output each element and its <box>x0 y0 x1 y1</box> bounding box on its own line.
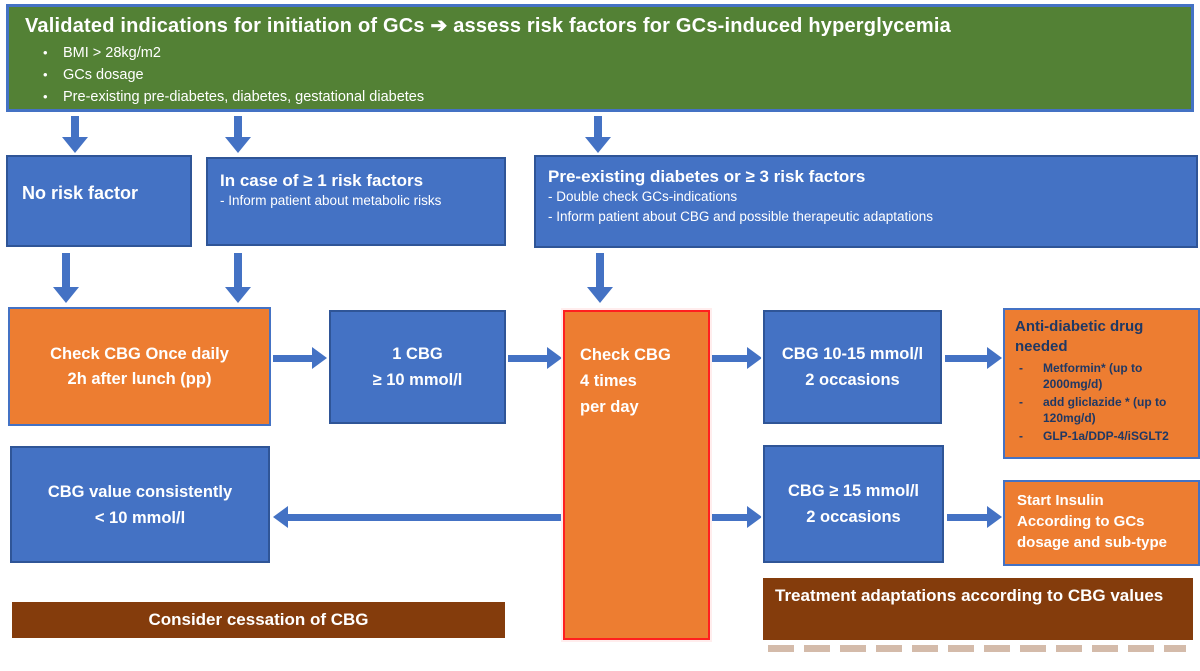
cbg-15-line-2: 2 occasions <box>806 508 901 526</box>
anti-diabetic-item-metformin: - Metformin* (up to 2000mg/d) <box>1015 360 1190 392</box>
one-cbg-line-1: 1 CBG <box>392 345 443 363</box>
right-arrow-icon <box>945 347 1002 369</box>
dash-marker: - <box>1019 395 1023 409</box>
start-insulin-box: Start Insulin According to GCs dosage an… <box>1003 480 1200 566</box>
check-4x-line-3: per day <box>580 398 639 416</box>
arrow-head <box>987 347 1002 369</box>
arrow-head <box>587 287 613 303</box>
check-cbg-once-daily-box: Check CBG Once daily 2h after lunch (pp) <box>8 307 271 426</box>
down-arrow-icon <box>585 116 611 153</box>
right-arrow-icon <box>712 506 762 528</box>
left-arrow-icon <box>273 506 561 528</box>
check-cbg-4-times-box: Check CBG 4 times per day <box>563 310 710 640</box>
arrow-head <box>747 347 762 369</box>
one-plus-risk-factors-box: In case of ≥ 1 risk factors - Inform pat… <box>206 157 506 246</box>
down-arrow-icon <box>225 116 251 153</box>
arrow-head <box>547 347 562 369</box>
arrow-head <box>53 287 79 303</box>
anti-diabetic-drug-box: Anti-diabetic drug needed - Metformin* (… <box>1003 308 1200 459</box>
anti-diabetic-item-text: Metformin* (up to 2000mg/d) <box>1043 361 1143 391</box>
cbg-consistent-line-1: CBG value consistently <box>47 482 233 501</box>
right-arrow-icon <box>508 347 562 369</box>
arrow-shaft <box>273 355 313 362</box>
anti-diabetic-item-text: GLP-1a/DDP-4/iSGLT2 <box>1043 429 1169 443</box>
clipped-text-remnant <box>768 645 1186 652</box>
anti-diabetic-item-gliclazide: - add gliclazide * (up to 120mg/d) <box>1015 394 1190 426</box>
start-insulin-line-2: According to GCs <box>1017 513 1145 530</box>
arrow-shaft <box>947 514 988 521</box>
cbg-15-box: CBG ≥ 15 mmol/l 2 occasions <box>763 445 944 563</box>
arrow-shaft <box>945 355 988 362</box>
arrow-head <box>225 137 251 153</box>
one-plus-line: - Inform patient about metabolic risks <box>220 193 442 208</box>
arrow-shaft <box>712 514 748 521</box>
arrow-shaft <box>287 514 561 521</box>
header-title: Validated indications for initiation of … <box>25 15 951 37</box>
risk-factor-bmi: BMI > 28kg/m2 <box>25 42 1175 64</box>
check-once-line-2: 2h after lunch (pp) <box>67 369 212 388</box>
treatment-adaptations-label: Treatment adaptations according to CBG v… <box>775 586 1164 605</box>
arrow-head <box>585 137 611 153</box>
one-plus-title: In case of ≥ 1 risk factors <box>220 171 424 190</box>
right-arrow-icon <box>947 506 1002 528</box>
validated-indications-header: Validated indications for initiation of … <box>6 4 1194 112</box>
check-once-line-1: Check CBG Once daily <box>50 344 229 363</box>
arrow-head <box>747 506 762 528</box>
dash-marker: - <box>1019 429 1023 443</box>
risk-factor-dosage: GCs dosage <box>25 64 1175 86</box>
down-arrow-icon <box>587 253 613 303</box>
start-insulin-line-1: Start Insulin <box>1017 492 1104 509</box>
preexisting-line-1: - Double check GCs-indications <box>548 189 738 204</box>
cbg-10-15-line-2: 2 occasions <box>805 371 900 389</box>
anti-diabetic-item-glp: - GLP-1a/DDP-4/iSGLT2 <box>1015 428 1190 444</box>
arrow-shaft <box>594 116 602 138</box>
arrow-shaft <box>596 253 604 288</box>
arrow-head <box>987 506 1002 528</box>
risk-factor-preexisting: Pre-existing pre-diabetes, diabetes, ges… <box>25 86 1175 108</box>
arrow-head <box>62 137 88 153</box>
arrow-shaft <box>234 253 242 288</box>
arrow-shaft <box>62 253 70 288</box>
right-arrow-icon <box>273 347 327 369</box>
down-arrow-icon <box>225 253 251 303</box>
arrow-shaft <box>508 355 548 362</box>
arrow-shaft <box>71 116 79 138</box>
consider-cessation-label: Consider cessation of CBG <box>148 610 369 629</box>
arrow-head <box>312 347 327 369</box>
cbg-15-line-1: CBG ≥ 15 mmol/l <box>787 482 919 500</box>
cbg-consistent-line-2: < 10 mmol/l <box>94 508 186 527</box>
risk-factor-list: BMI > 28kg/m2 GCs dosage Pre-existing pr… <box>25 42 1175 108</box>
preexisting-line-2: - Inform patient about CBG and possible … <box>548 209 933 224</box>
consider-cessation-box: Consider cessation of CBG <box>12 602 505 638</box>
cbg-consistent-box: CBG value consistently < 10 mmol/l <box>10 446 270 563</box>
arrow-shaft <box>234 116 242 138</box>
dash-marker: - <box>1019 361 1023 375</box>
start-insulin-line-3: dosage and sub-type <box>1017 534 1168 551</box>
check-4x-line-1: Check CBG <box>580 346 671 364</box>
check-4x-line-2: 4 times <box>580 372 637 390</box>
arrow-head <box>273 506 288 528</box>
right-arrow-icon <box>712 347 762 369</box>
treatment-adaptations-box: Treatment adaptations according to CBG v… <box>763 578 1193 640</box>
down-arrow-icon <box>62 116 88 153</box>
anti-diabetic-title: Anti-diabetic drug needed <box>1015 318 1144 355</box>
arrow-head <box>225 287 251 303</box>
cbg-10-15-line-1: CBG 10-15 mmol/l <box>781 345 924 363</box>
one-cbg-threshold-box: 1 CBG ≥ 10 mmol/l <box>329 310 506 424</box>
anti-diabetic-item-text: add gliclazide * (up to 120mg/d) <box>1043 395 1167 425</box>
cbg-10-15-box: CBG 10-15 mmol/l 2 occasions <box>763 310 942 424</box>
preexisting-title: Pre-existing diabetes or ≥ 3 risk factor… <box>548 167 866 186</box>
preexisting-diabetes-box: Pre-existing diabetes or ≥ 3 risk factor… <box>534 155 1198 248</box>
one-cbg-line-2: ≥ 10 mmol/l <box>372 371 463 389</box>
arrow-shaft <box>712 355 748 362</box>
down-arrow-icon <box>53 253 79 303</box>
no-risk-factor-label: No risk factor <box>22 183 139 203</box>
no-risk-factor-box: No risk factor <box>6 155 192 247</box>
